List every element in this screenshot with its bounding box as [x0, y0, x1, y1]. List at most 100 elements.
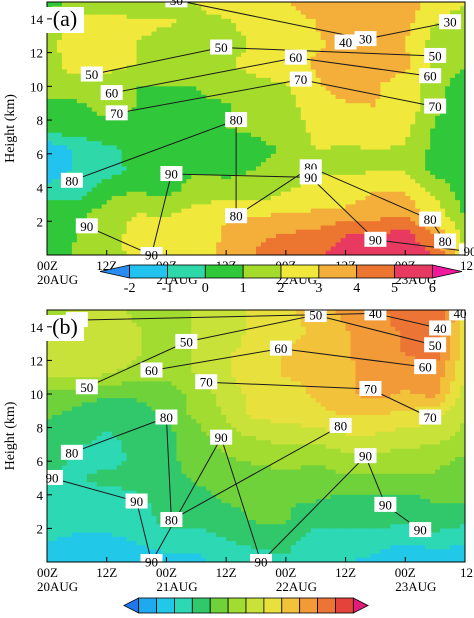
- field-cell: [191, 6, 197, 12]
- field-cell: [365, 179, 372, 184]
- field-cell: [420, 27, 426, 33]
- field-cell: [400, 208, 406, 214]
- field-cell: [176, 179, 182, 184]
- field-cell: [315, 120, 322, 125]
- field-cell: [295, 170, 302, 176]
- field-cell: [345, 120, 352, 125]
- field-cell: [156, 35, 163, 41]
- field-cell: [290, 217, 297, 222]
- field-cell: [91, 52, 98, 58]
- field-cell: [265, 141, 272, 146]
- field-cell: [126, 10, 133, 16]
- field-cell: [320, 132, 327, 138]
- field-cell: [136, 48, 143, 54]
- field-cell: [385, 145, 391, 151]
- field-cell: [335, 187, 342, 193]
- field-cell: [445, 90, 451, 96]
- field-cell: [211, 145, 217, 151]
- field-cell: [116, 48, 123, 54]
- field-cell: [400, 128, 406, 134]
- field-cell: [325, 111, 332, 117]
- field-cell: [360, 120, 367, 125]
- field-cell: [285, 170, 292, 176]
- field-cell: [126, 128, 133, 134]
- field-cell: [56, 90, 63, 96]
- field-cell: [365, 69, 372, 75]
- field-cell: [325, 77, 332, 83]
- field-cell: [400, 183, 406, 189]
- field-cell: [315, 2, 322, 7]
- field-cell: [76, 82, 83, 87]
- field-cell: [226, 174, 232, 180]
- field-cell: [460, 229, 465, 235]
- field-cell: [405, 48, 411, 54]
- field-cell: [161, 124, 168, 130]
- field-cell: [395, 204, 401, 210]
- field-cell: [56, 195, 63, 201]
- field-cell: [270, 195, 277, 201]
- field-cell: [136, 73, 143, 79]
- field-cell: [91, 44, 98, 49]
- field-cell: [275, 73, 282, 79]
- field-cell: [385, 170, 391, 176]
- field-cell: [400, 69, 406, 75]
- field-cell: [76, 35, 83, 41]
- field-cell: [385, 191, 391, 197]
- field-cell: [445, 111, 451, 117]
- field-cell: [251, 94, 257, 100]
- field-cell: [380, 77, 386, 83]
- field-cell: [335, 94, 342, 100]
- field-cell: [251, 183, 257, 189]
- field-cell: [121, 212, 128, 218]
- field-cell: [176, 35, 182, 41]
- field-cell: [310, 242, 317, 248]
- field-cell: [96, 200, 103, 205]
- field-cell: [440, 153, 446, 159]
- field-cell: [156, 6, 163, 12]
- field-cell: [216, 179, 222, 184]
- field-cell: [310, 2, 317, 7]
- field-cell: [231, 77, 237, 83]
- field-cell: [270, 136, 277, 142]
- field-cell: [310, 31, 317, 37]
- field-cell: [305, 6, 312, 12]
- field-cell: [430, 158, 436, 163]
- field-cell: [206, 132, 212, 138]
- field-cell: [345, 56, 352, 62]
- field-cell: [390, 86, 396, 92]
- field-cell: [340, 61, 347, 66]
- field-cell: [76, 191, 83, 197]
- field-cell: [196, 179, 202, 184]
- field-cell: [226, 107, 232, 113]
- field-cell: [445, 52, 451, 58]
- field-cell: [415, 221, 421, 227]
- field-cell: [201, 225, 207, 231]
- field-cell: [116, 170, 123, 176]
- field-cell: [425, 18, 431, 24]
- field-cell: [410, 69, 416, 75]
- field-cell: [196, 128, 202, 134]
- field-cell: [405, 158, 411, 163]
- field-cell: [310, 94, 317, 100]
- field-cell: [265, 6, 272, 12]
- field-cell: [196, 166, 202, 172]
- field-cell: [56, 69, 63, 75]
- field-cell: [345, 18, 352, 24]
- field-cell: [290, 10, 297, 16]
- field-cell: [121, 23, 128, 28]
- field-cell: [390, 166, 396, 172]
- field-cell: [106, 14, 113, 20]
- field-cell: [445, 35, 451, 41]
- field-cell: [315, 229, 322, 235]
- field-cell: [410, 179, 416, 184]
- field-cell: [66, 52, 73, 58]
- field-cell: [111, 174, 118, 180]
- field-cell: [47, 174, 53, 180]
- field-cell: [285, 132, 292, 138]
- field-cell: [390, 229, 396, 235]
- field-cell: [196, 31, 202, 37]
- field-cell: [350, 27, 357, 33]
- field-cell: [315, 94, 322, 100]
- field-cell: [171, 120, 177, 125]
- field-cell: [56, 65, 63, 71]
